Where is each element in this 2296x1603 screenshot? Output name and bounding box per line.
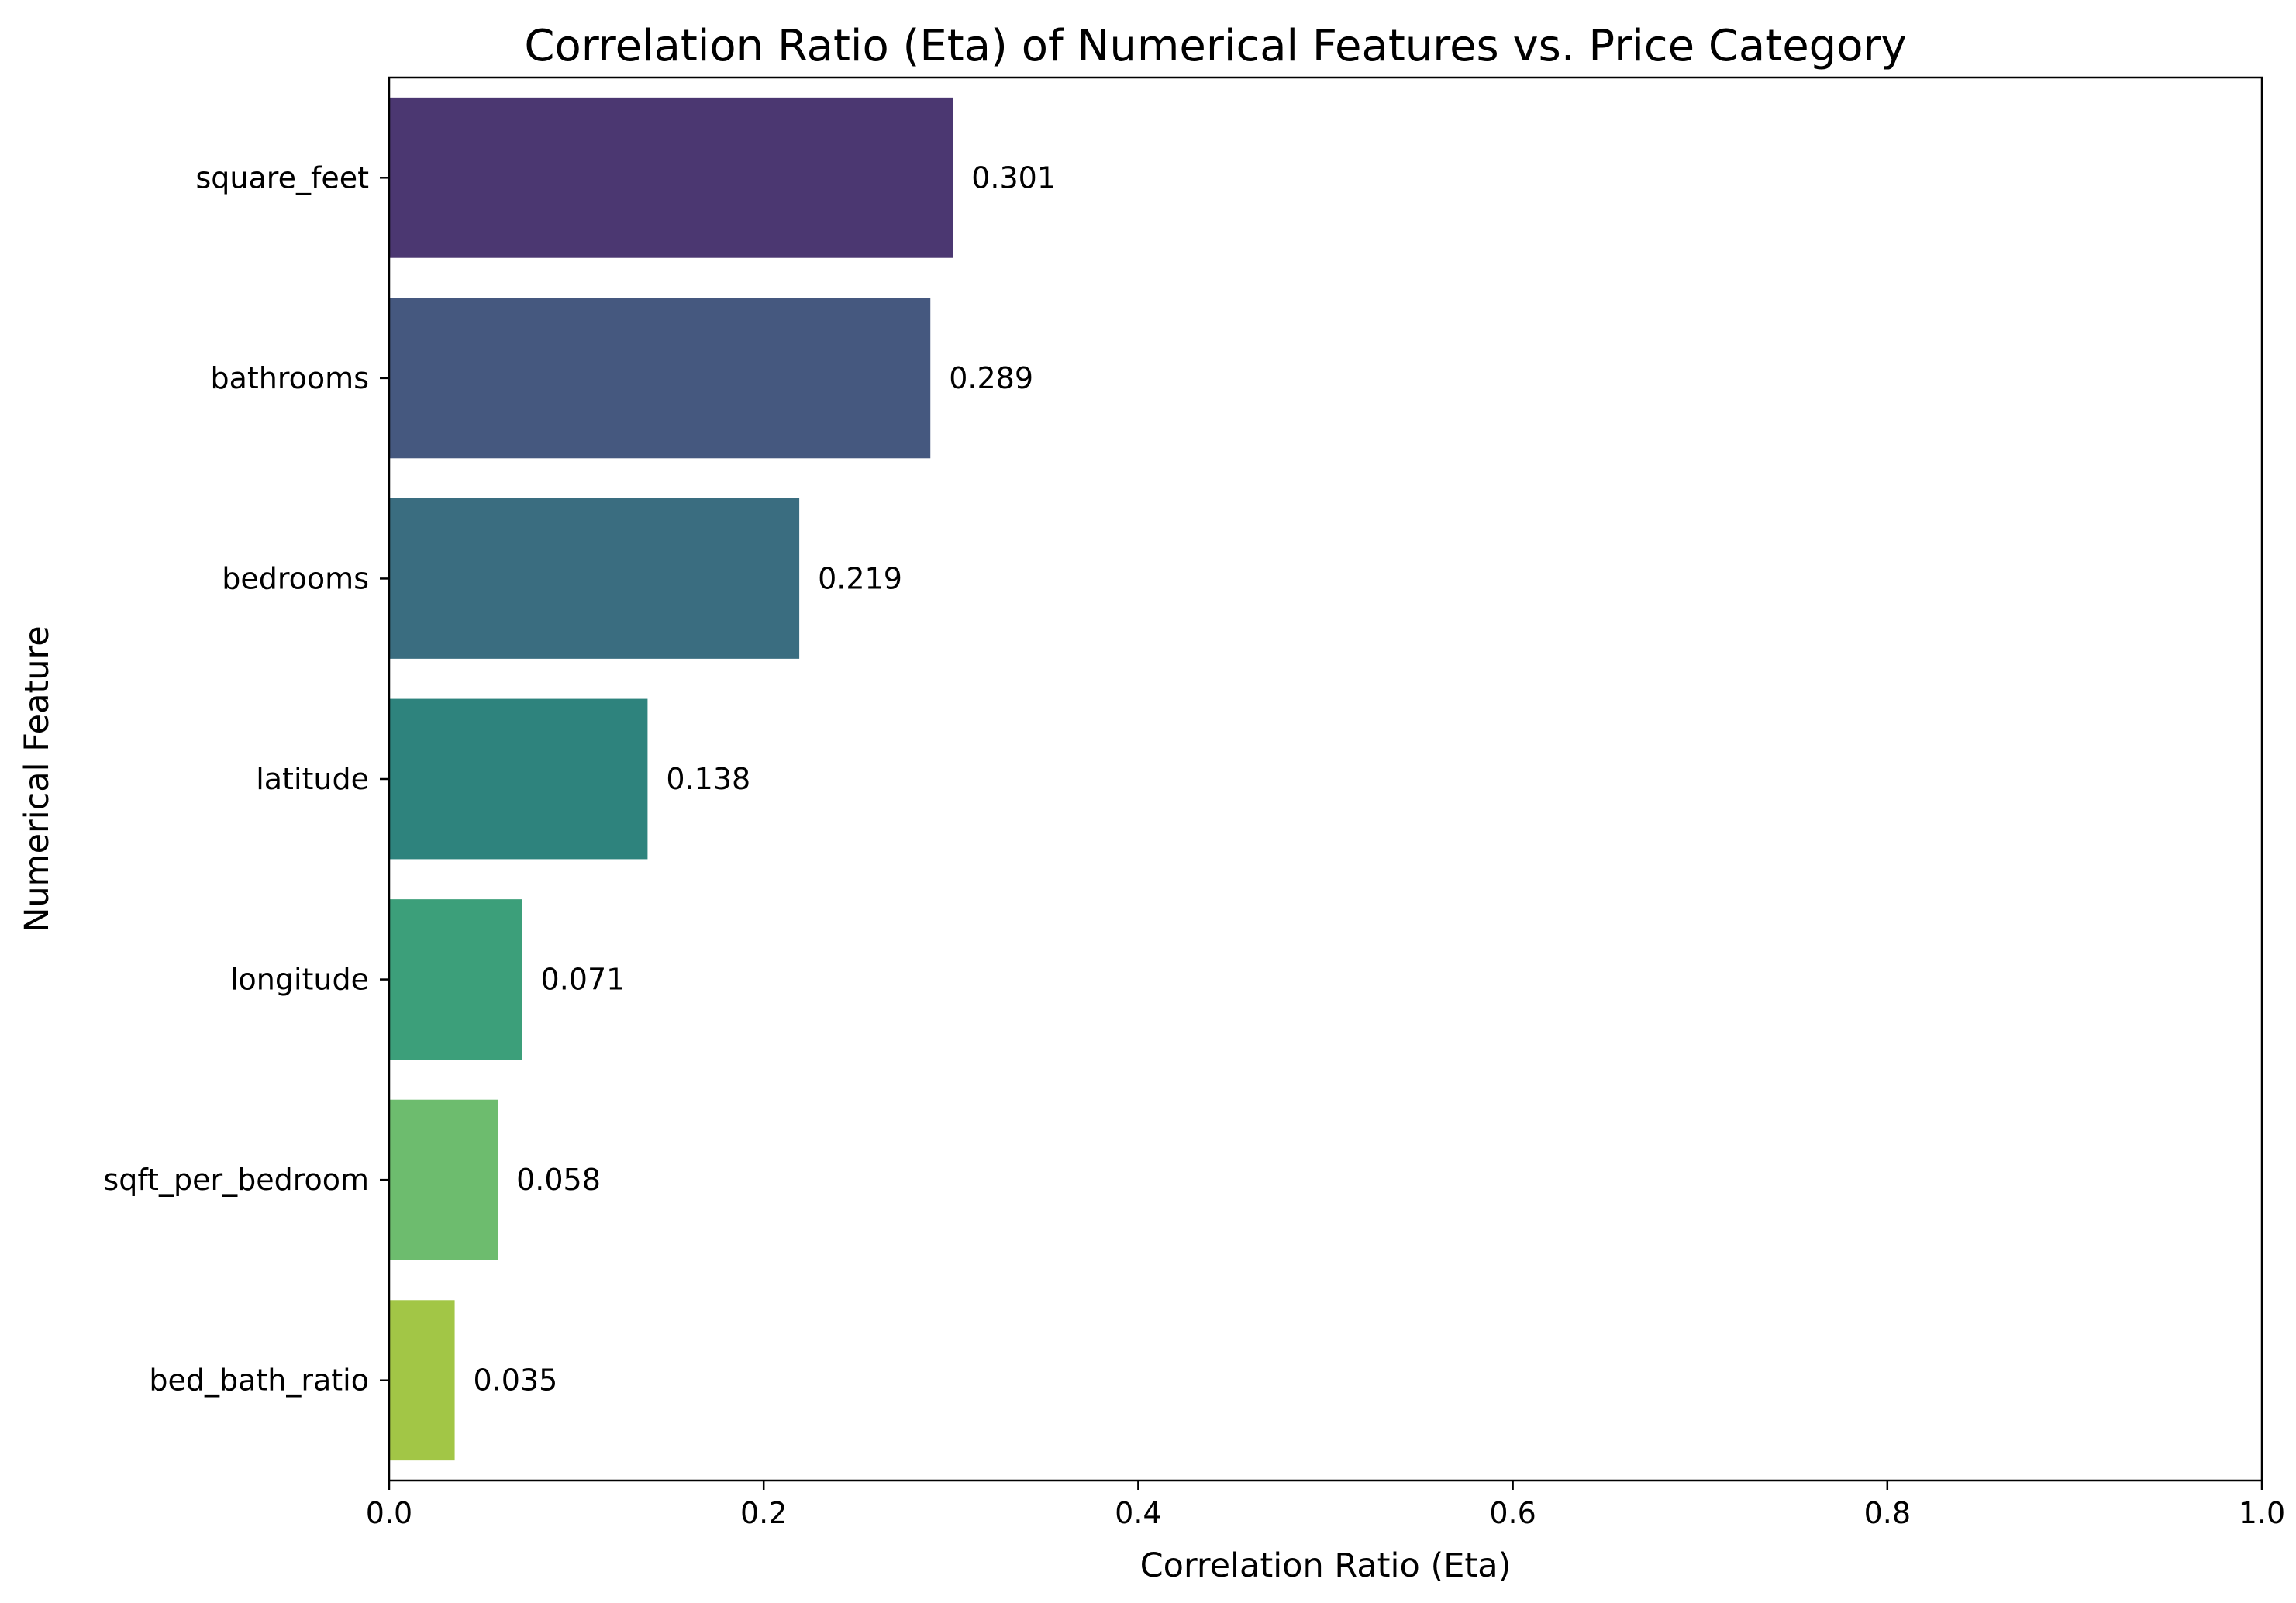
- data-label-bed_bath_ratio: 0.035: [474, 1363, 558, 1398]
- y-tick-label-latitude: latitude: [256, 762, 369, 796]
- x-axis-label: Correlation Ratio (Eta): [1140, 1546, 1512, 1585]
- y-tick-label-sqft_per_bedroom: sqft_per_bedroom: [103, 1163, 369, 1197]
- bar-longitude: [389, 899, 522, 1060]
- y-tick-label-square_feet: square_feet: [196, 160, 370, 195]
- bar-latitude: [389, 698, 648, 860]
- y-tick-label-longitude: longitude: [230, 963, 369, 997]
- x-axis-ticks: 0.0 0.2 0.4 0.6 0.8 1.0: [366, 1481, 2285, 1530]
- data-label-sqft_per_bedroom: 0.058: [516, 1163, 601, 1197]
- bar-bed_bath_ratio: [389, 1300, 455, 1461]
- x-tick-label: 0.8: [1864, 1496, 1911, 1530]
- y-axis-ticks: square_feet bathrooms bedrooms latitude long…: [103, 160, 389, 1398]
- data-labels-group: 0.301 0.289 0.219 0.138 0.071 0.058 0.035: [474, 160, 1056, 1397]
- data-label-longitude: 0.071: [541, 963, 626, 997]
- x-tick-label: 0.2: [740, 1496, 787, 1530]
- data-label-square_feet: 0.301: [971, 160, 1056, 195]
- y-tick-label-bed_bath_ratio: bed_bath_ratio: [149, 1363, 369, 1398]
- bar-bathrooms: [389, 298, 931, 459]
- bar-sqft_per_bedroom: [389, 1099, 498, 1260]
- x-tick-label: 0.6: [1489, 1496, 1536, 1530]
- plot-frame: [388, 76, 2263, 1482]
- data-label-latitude: 0.138: [666, 762, 750, 796]
- data-label-bedrooms: 0.219: [818, 561, 902, 595]
- y-tick-label-bedrooms: bedrooms: [222, 561, 369, 595]
- x-tick-label: 0.4: [1115, 1496, 1161, 1530]
- bar-bedrooms: [389, 498, 800, 659]
- bar-square_feet: [389, 97, 953, 258]
- data-label-bathrooms: 0.289: [949, 361, 1033, 395]
- x-tick-label: 0.0: [366, 1496, 412, 1530]
- chart-title: Correlation Ratio (Eta) of Numerical Fea…: [524, 21, 1906, 71]
- y-tick-label-bathrooms: bathrooms: [211, 361, 370, 395]
- y-axis-label: Numerical Feature: [18, 626, 57, 932]
- x-tick-label: 1.0: [2239, 1496, 2285, 1530]
- bars-group: [389, 97, 953, 1461]
